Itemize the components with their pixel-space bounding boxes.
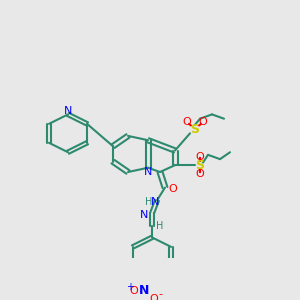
Text: S: S (190, 122, 200, 136)
Text: +: + (126, 282, 134, 292)
Text: O: O (150, 294, 158, 300)
Text: O: O (196, 169, 204, 179)
Text: H: H (145, 197, 153, 207)
Text: -: - (158, 289, 162, 299)
Text: O: O (183, 117, 191, 127)
Text: N: N (139, 284, 149, 297)
Text: S: S (196, 159, 205, 172)
Text: O: O (196, 152, 204, 161)
Text: N: N (140, 210, 148, 220)
Text: O: O (199, 117, 207, 127)
Text: N: N (144, 167, 152, 177)
Text: H: H (156, 221, 164, 231)
Text: O: O (169, 184, 177, 194)
Text: N: N (151, 197, 159, 207)
Text: N: N (64, 106, 72, 116)
Text: O: O (130, 286, 138, 296)
